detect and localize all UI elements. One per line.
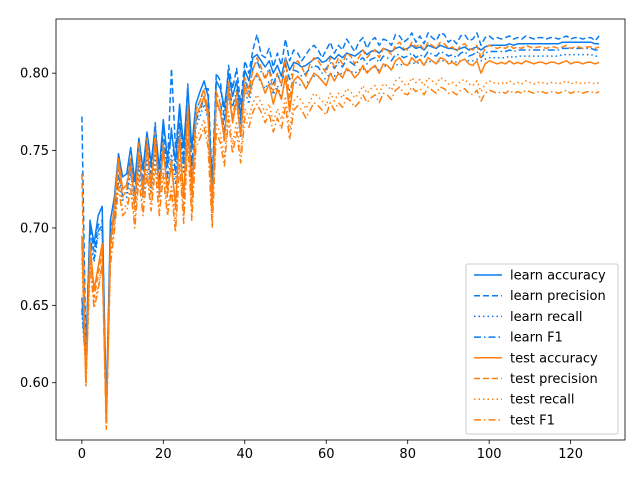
legend-label: learn accuracy [510, 269, 606, 284]
y-tick-label: 0.80 [20, 67, 49, 82]
x-tick-label: 120 [558, 447, 583, 462]
y-tick-label: 0.60 [20, 376, 49, 391]
legend-label: test recall [510, 393, 575, 408]
y-tick-label: 0.65 [20, 299, 49, 314]
legend-label: learn precision [510, 289, 606, 304]
series-line-test-precision [81, 41, 600, 430]
legend: learn accuracy learn precision learn recal… [465, 263, 619, 435]
y-tick-label: 0.75 [20, 144, 49, 159]
legend-label: test F1 [510, 413, 555, 428]
x-tick-label: 60 [318, 447, 335, 462]
y-tick-label: 0.70 [20, 221, 49, 236]
series-line-test-f1 [81, 86, 600, 427]
legend-label: learn F1 [510, 331, 563, 346]
x-tick-label: 80 [399, 447, 416, 462]
y-axis-ticks: 0.60 0.65 0.70 0.75 0.80 [20, 67, 56, 391]
series-line-test-accuracy [81, 56, 600, 424]
series-line-learn-precision [81, 32, 600, 426]
x-axis-ticks: 0 20 40 60 80 100 120 [78, 440, 583, 462]
legend-label: learn recall [510, 310, 582, 325]
plot-frame [55, 18, 626, 441]
x-tick-label: 40 [237, 447, 254, 462]
x-tick-label: 0 [78, 447, 86, 462]
series-line-test-recall [81, 77, 600, 418]
legend-label: test precision [510, 372, 598, 387]
x-tick-label: 20 [155, 447, 172, 462]
legend-box [465, 263, 619, 435]
legend-label: test accuracy [510, 351, 598, 366]
x-tick-label: 100 [477, 447, 502, 462]
series-lines [81, 32, 600, 430]
